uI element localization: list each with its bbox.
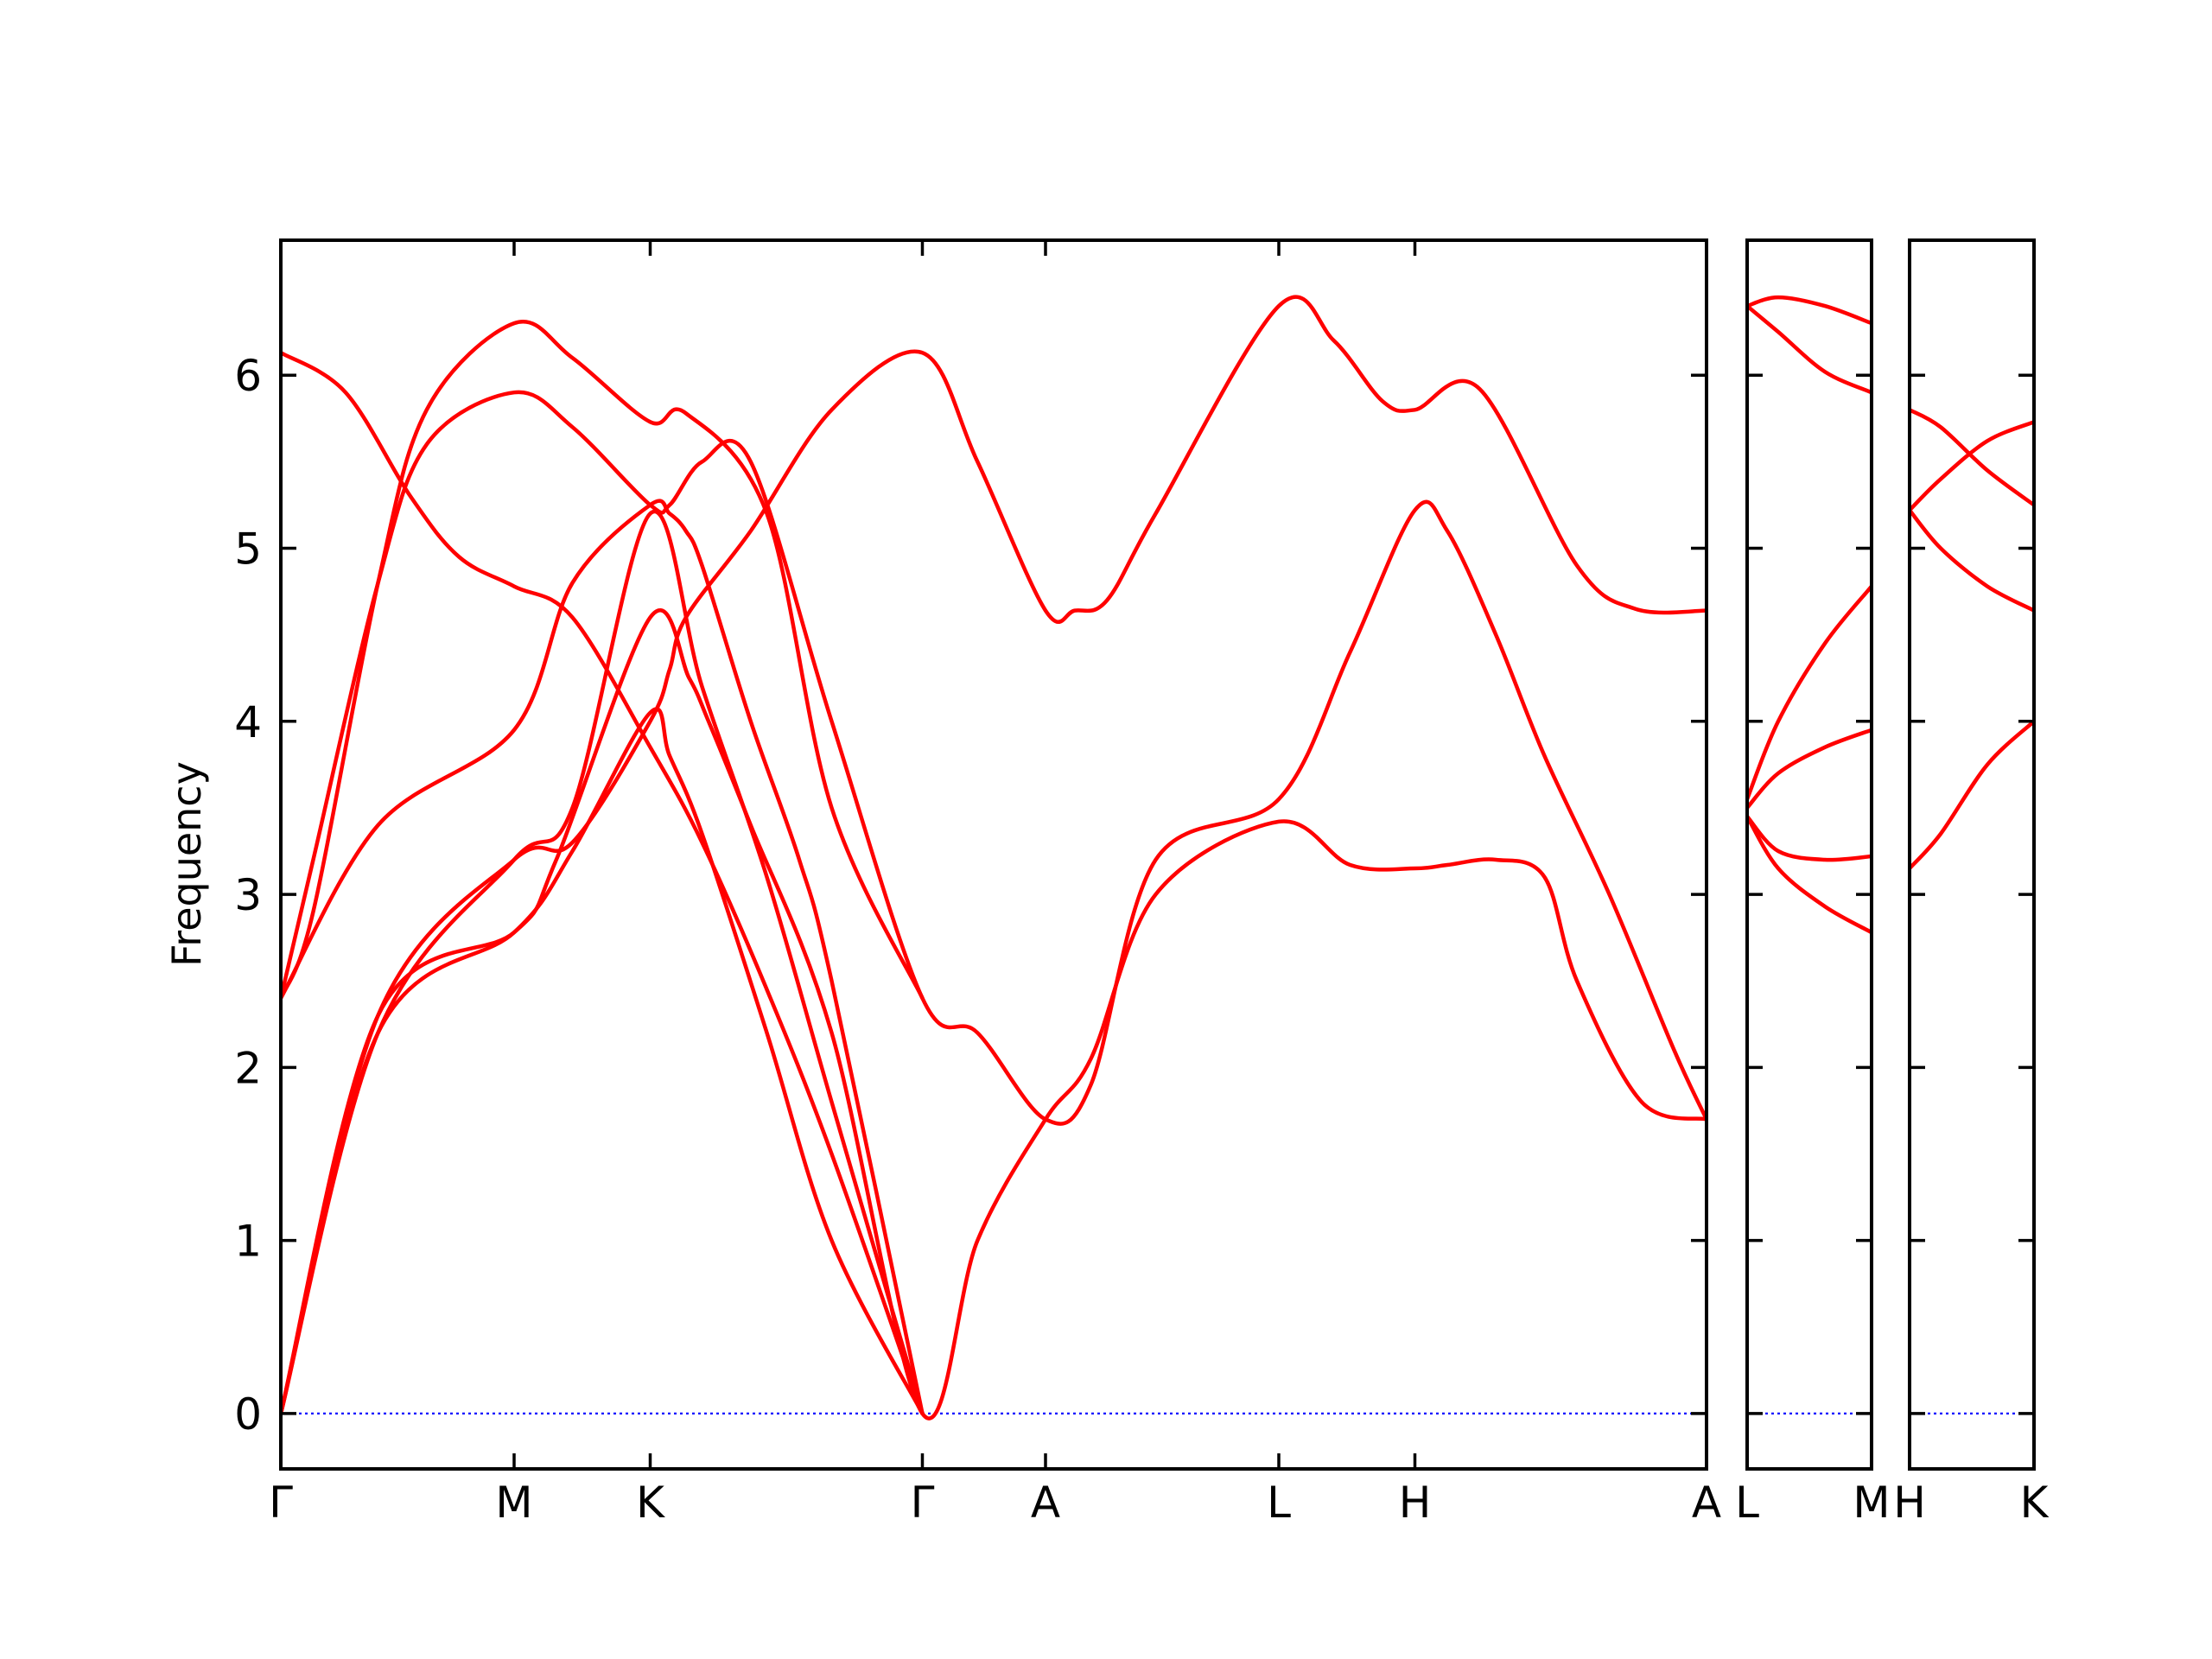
x-tick-label: L [1735, 1478, 1759, 1528]
x-tick-label: Γ [269, 1478, 293, 1528]
panel-frame [279, 238, 1708, 1471]
band-1-6 [281, 390, 1707, 1126]
y-tick-label: 0 [234, 1389, 262, 1440]
y-tick-label: 5 [234, 524, 262, 575]
x-tick-label: K [636, 1478, 665, 1528]
y-axis-label: Frequency [163, 761, 210, 967]
y-tick-label: 4 [234, 697, 262, 747]
x-tick-label: M [1853, 1478, 1890, 1528]
x-tick-label: M [495, 1478, 532, 1528]
band-1-5 [281, 499, 925, 1416]
x-tick-label: A [1692, 1478, 1721, 1528]
band-3-2 [1910, 420, 2034, 512]
band-1-1 [281, 295, 1707, 1416]
x-tick-label: H [1893, 1478, 1926, 1528]
band-1-4 [281, 707, 925, 1416]
band-2-3 [1747, 584, 1872, 802]
band-2-6 [1747, 814, 1872, 935]
band-2-5 [1747, 814, 1872, 862]
x-tick-label: H [1399, 1478, 1432, 1528]
x-tick-label: A [1031, 1478, 1060, 1528]
panel-1: 0 1 2 3 4 5 6 Γ M K Γ A L H A [234, 238, 1721, 1528]
panel-frame [1908, 238, 2036, 1471]
band-2-2 [1747, 303, 1872, 395]
y-tick-label: 2 [234, 1043, 262, 1093]
band-1-2 [281, 608, 1707, 1421]
band-3-4 [1910, 719, 2034, 871]
panel-frame [1745, 238, 1873, 1471]
band-2-4 [1747, 728, 1872, 810]
x-tick-label: Γ [911, 1478, 935, 1528]
y-tick-label: 1 [234, 1217, 262, 1267]
band-3-1 [1910, 408, 2034, 507]
band-3-3 [1910, 508, 2034, 613]
x-tick-label: K [2020, 1478, 2050, 1528]
band-1-7 [281, 320, 925, 1001]
band-2-1 [1747, 295, 1872, 326]
band-1-8 [281, 350, 925, 1416]
y-tick-label: 3 [234, 870, 262, 920]
x-tick-label: L [1267, 1478, 1291, 1528]
y-tick-label: 6 [234, 351, 262, 401]
